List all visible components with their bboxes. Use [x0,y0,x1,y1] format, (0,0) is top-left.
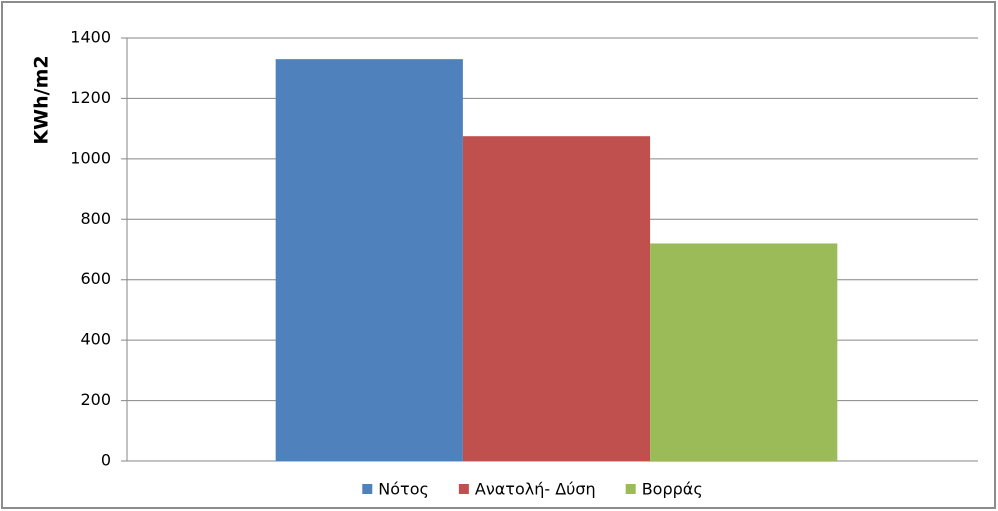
legend-swatch [458,484,469,494]
bar [275,59,463,462]
y-tick-label: 600 [80,269,111,288]
legend-swatch [362,484,373,494]
y-tick-label: 200 [80,390,111,409]
legend-swatch [625,484,636,494]
y-axis-label: KWh/m2 [31,55,53,144]
y-tick-label: 1200 [70,88,111,107]
legend-label: Νότος [378,480,429,499]
y-tick-label: 800 [80,209,111,228]
legend-label: Βορράς [642,480,703,499]
bar [650,243,838,461]
y-tick-label: 0 [101,451,111,470]
bar [462,136,651,462]
y-tick-label: 400 [80,330,111,349]
y-tick-label: 1000 [70,148,111,167]
y-tick-label: 1400 [70,28,111,47]
legend-label: Ανατολή- Δύση [475,480,596,499]
